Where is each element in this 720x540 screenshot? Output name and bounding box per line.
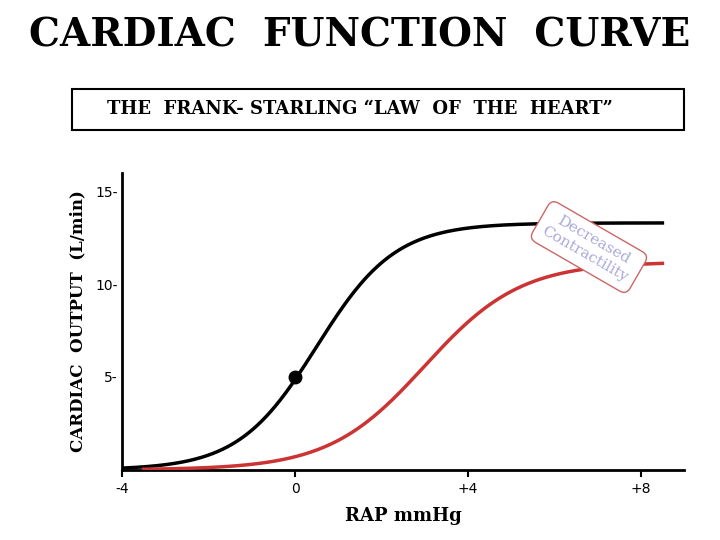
Text: THE  FRANK- STARLING “LAW  OF  THE  HEART”: THE FRANK- STARLING “LAW OF THE HEART” xyxy=(107,100,613,118)
Y-axis label: CARDIAC  OUTPUT  (L/min): CARDIAC OUTPUT (L/min) xyxy=(70,191,86,452)
Text: CARDIAC  FUNCTION  CURVE: CARDIAC FUNCTION CURVE xyxy=(30,16,690,54)
X-axis label: RAP mmHg: RAP mmHg xyxy=(345,507,462,525)
Text: Decreased
Contractility: Decreased Contractility xyxy=(539,210,639,285)
